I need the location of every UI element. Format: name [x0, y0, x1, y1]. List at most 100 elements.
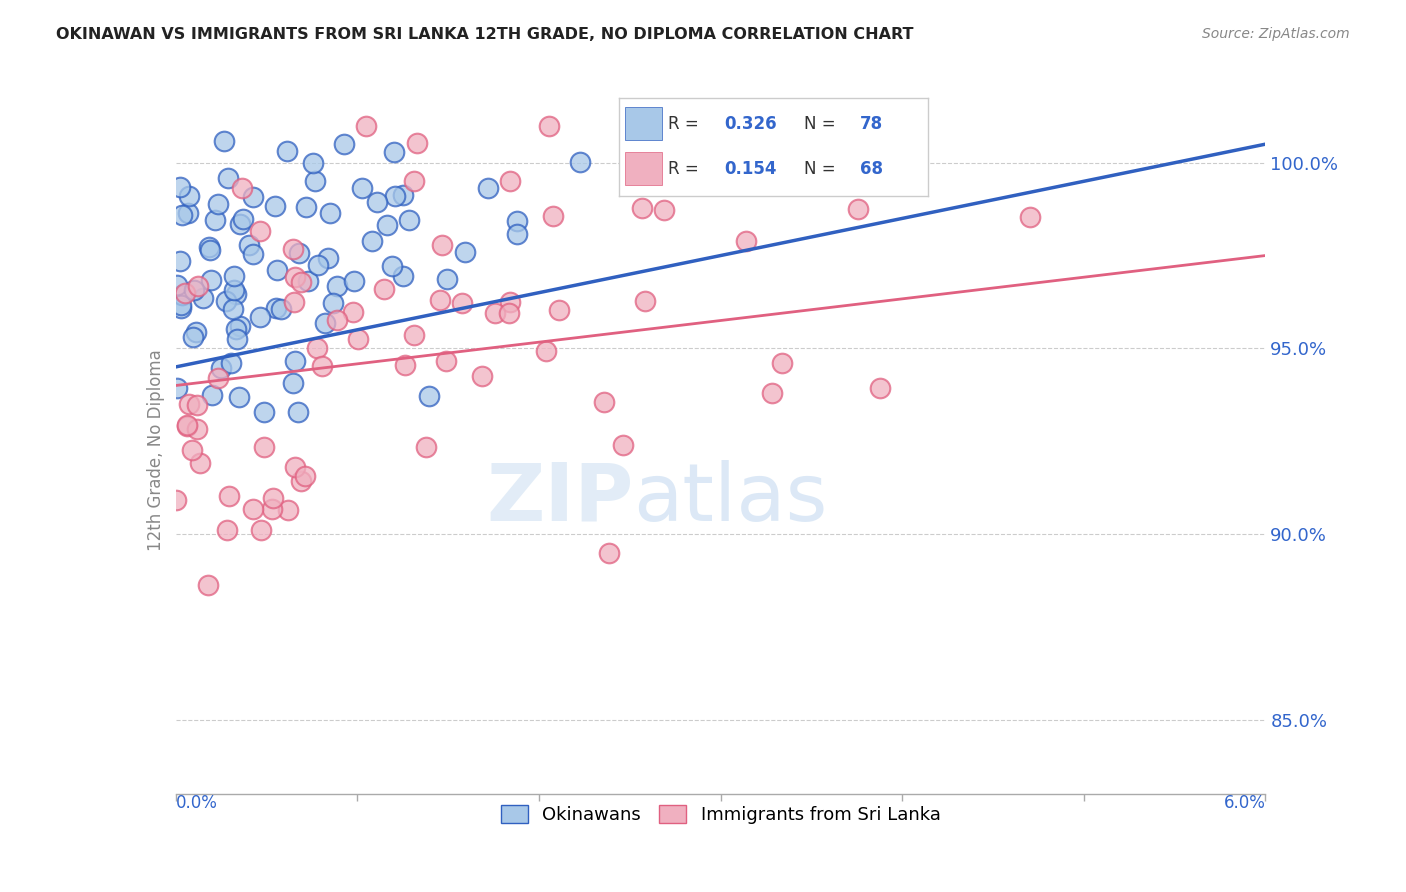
- Point: [249, 310, 271, 324]
- Point: [537, 119, 560, 133]
- Point: [326, 278, 349, 293]
- Point: [262, 491, 284, 505]
- Point: [225, 287, 247, 301]
- Point: [229, 217, 252, 231]
- Point: [187, 279, 209, 293]
- Point: [402, 328, 425, 343]
- Point: [266, 263, 288, 277]
- Point: [242, 501, 264, 516]
- Point: [391, 188, 413, 202]
- Point: [454, 245, 477, 260]
- Point: [477, 181, 499, 195]
- Point: [170, 298, 193, 312]
- Point: [250, 523, 273, 537]
- Point: [188, 456, 211, 470]
- Point: [402, 174, 425, 188]
- Point: [197, 240, 219, 254]
- Point: [170, 301, 193, 315]
- Point: [277, 502, 299, 516]
- Point: [284, 269, 307, 284]
- Point: [381, 260, 404, 274]
- Point: [276, 144, 298, 158]
- Point: [343, 274, 366, 288]
- Point: [172, 288, 194, 302]
- Point: [356, 119, 378, 133]
- Point: [201, 388, 224, 402]
- Point: [283, 242, 305, 256]
- Point: [366, 195, 388, 210]
- Point: [232, 211, 254, 226]
- Point: [231, 181, 253, 195]
- Point: [307, 258, 329, 272]
- Point: [281, 376, 304, 391]
- Point: [342, 305, 364, 319]
- Point: [499, 174, 522, 188]
- Point: [373, 282, 395, 296]
- Text: R =: R =: [668, 160, 704, 178]
- Point: [612, 438, 634, 452]
- Point: [316, 252, 339, 266]
- Point: [406, 136, 429, 150]
- Point: [270, 302, 292, 317]
- Text: R =: R =: [668, 115, 704, 133]
- Point: [699, 152, 721, 166]
- Point: [238, 238, 260, 252]
- Point: [215, 293, 238, 308]
- Point: [264, 301, 287, 316]
- Legend: Okinawans, Immigrants from Sri Lanka: Okinawans, Immigrants from Sri Lanka: [492, 796, 949, 833]
- Point: [471, 368, 494, 383]
- Point: [290, 474, 312, 488]
- Point: [391, 268, 413, 283]
- Text: atlas: atlas: [633, 459, 828, 538]
- Point: [177, 206, 200, 220]
- Point: [249, 224, 271, 238]
- Point: [184, 325, 207, 339]
- Point: [352, 181, 374, 195]
- Point: [224, 283, 246, 297]
- Point: [548, 303, 571, 318]
- Point: [415, 441, 437, 455]
- Point: [297, 274, 319, 288]
- Point: [181, 330, 204, 344]
- Point: [287, 405, 309, 419]
- FancyBboxPatch shape: [624, 152, 662, 186]
- Point: [569, 154, 592, 169]
- Point: [824, 135, 846, 149]
- Point: [288, 246, 311, 260]
- Text: 0.326: 0.326: [724, 115, 776, 133]
- Point: [228, 391, 250, 405]
- Point: [218, 489, 240, 503]
- Point: [204, 213, 226, 227]
- Point: [869, 381, 891, 395]
- Point: [311, 359, 333, 373]
- Point: [222, 302, 245, 317]
- Point: [598, 546, 620, 560]
- Point: [498, 306, 520, 320]
- Point: [186, 422, 208, 436]
- Point: [284, 459, 307, 474]
- Text: 0.154: 0.154: [724, 160, 776, 178]
- Point: [169, 179, 191, 194]
- Point: [302, 156, 325, 170]
- Point: [294, 468, 316, 483]
- Point: [436, 272, 458, 286]
- Point: [209, 361, 232, 376]
- Point: [284, 354, 307, 368]
- Point: [633, 294, 655, 309]
- Point: [846, 202, 869, 216]
- Point: [541, 209, 564, 223]
- Text: Source: ZipAtlas.com: Source: ZipAtlas.com: [1202, 27, 1350, 41]
- Point: [1019, 210, 1042, 224]
- Point: [384, 188, 406, 202]
- Point: [173, 285, 195, 300]
- Point: [450, 296, 472, 310]
- Point: [761, 386, 783, 401]
- Point: [166, 277, 188, 292]
- Point: [434, 354, 457, 368]
- Point: [197, 578, 219, 592]
- Point: [242, 190, 264, 204]
- Point: [186, 398, 208, 412]
- Point: [398, 212, 420, 227]
- Point: [770, 356, 793, 370]
- Point: [347, 332, 370, 346]
